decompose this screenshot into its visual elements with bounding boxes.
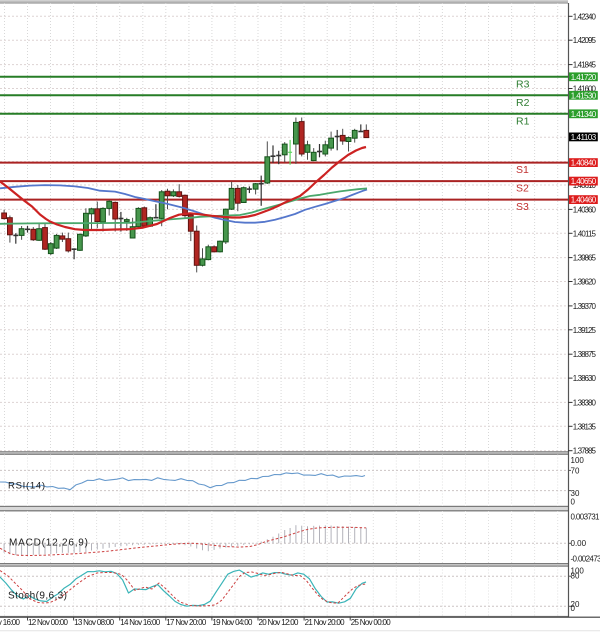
svg-text:1.38135: 1.38135 (573, 422, 597, 431)
svg-text:30: 30 (571, 489, 580, 498)
svg-text:S1: S1 (516, 164, 529, 176)
svg-text:1.40650: 1.40650 (571, 177, 597, 186)
svg-text:1.37885: 1.37885 (573, 447, 597, 456)
svg-text:0.00: 0.00 (571, 539, 587, 548)
svg-text:R3: R3 (516, 78, 530, 90)
svg-text:1.38630: 1.38630 (573, 374, 597, 383)
svg-text:80: 80 (571, 571, 580, 580)
svg-text:S3: S3 (516, 201, 529, 213)
svg-text:0.003731: 0.003731 (571, 512, 600, 521)
svg-text:1.41845: 1.41845 (573, 61, 597, 70)
svg-text:100: 100 (571, 567, 585, 576)
svg-text:20: 20 (571, 600, 580, 609)
svg-text:1.40840: 1.40840 (571, 159, 597, 168)
svg-text:100: 100 (571, 456, 585, 465)
svg-text:1.42340: 1.42340 (573, 12, 597, 21)
svg-text:19 Nov 04:00: 19 Nov 04:00 (212, 618, 253, 627)
svg-text:25 Nov 00:00: 25 Nov 00:00 (351, 618, 392, 627)
svg-text:1.39125: 1.39125 (573, 326, 597, 335)
svg-text:0: 0 (571, 604, 576, 613)
svg-text:12 Nov 00:00: 12 Nov 00:00 (28, 618, 69, 627)
svg-text:1.38380: 1.38380 (573, 398, 597, 407)
svg-text:1.40115: 1.40115 (573, 229, 597, 238)
svg-text:1.41530: 1.41530 (571, 91, 597, 100)
svg-text:MACD(12,26,9): MACD(12,26,9) (9, 538, 88, 549)
svg-text:RSI(14): RSI(14) (8, 481, 45, 492)
svg-text:Stoch(9,6,3): Stoch(9,6,3) (8, 591, 67, 602)
svg-text:1.38875: 1.38875 (573, 350, 597, 359)
svg-text:1.39865: 1.39865 (573, 254, 597, 263)
svg-text:13 Nov 08:00: 13 Nov 08:00 (74, 618, 115, 627)
svg-text:21 Nov 20:00: 21 Nov 20:00 (305, 618, 346, 627)
svg-text:14 Nov 16:00: 14 Nov 16:00 (120, 618, 161, 627)
svg-text:R2: R2 (516, 97, 530, 109)
svg-text:R1: R1 (516, 115, 530, 127)
svg-text:1.41600: 1.41600 (573, 85, 597, 94)
svg-text:1.42095: 1.42095 (573, 36, 597, 45)
svg-text:0: 0 (571, 498, 576, 507)
svg-text:1.39370: 1.39370 (573, 302, 597, 311)
svg-text:S2: S2 (516, 183, 529, 195)
svg-text:20 Nov 12:00: 20 Nov 12:00 (259, 618, 300, 627)
svg-text:1.41720: 1.41720 (571, 73, 597, 82)
svg-text:10 Nov 16:00: 10 Nov 16:00 (0, 618, 21, 627)
svg-text:70: 70 (571, 467, 580, 476)
svg-text:17 Nov 20:00: 17 Nov 20:00 (166, 618, 207, 627)
svg-text:1.39620: 1.39620 (573, 278, 597, 287)
svg-text:-0.002473: -0.002473 (571, 555, 600, 564)
svg-text:1.40360: 1.40360 (573, 205, 597, 214)
svg-text:1.41103: 1.41103 (571, 133, 597, 142)
svg-text:1.40460: 1.40460 (571, 196, 597, 205)
svg-text:1.41340: 1.41340 (571, 110, 597, 119)
